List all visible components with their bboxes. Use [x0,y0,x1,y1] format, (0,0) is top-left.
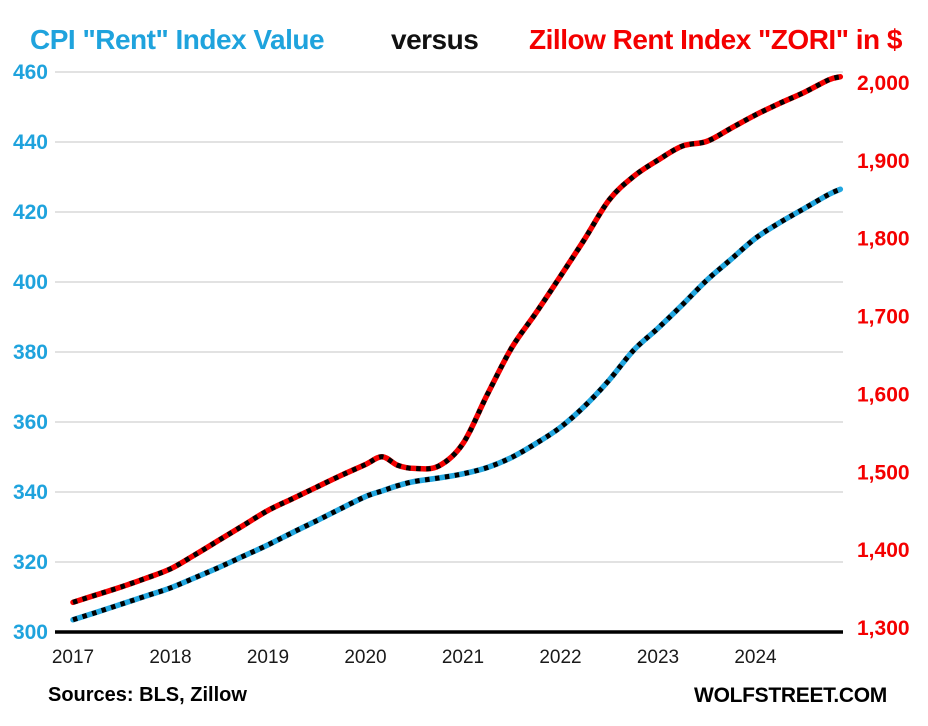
left-axis-tick-label: 380 [13,341,48,364]
left-axis-tick-label: 460 [13,61,48,84]
right-axis-tick-label: 1,800 [857,228,910,251]
left-axis-tick-label: 400 [13,271,48,294]
zori-line [70,74,844,606]
right-axis-tick-label: 1,400 [857,539,910,562]
right-axis-tick-label: 1,900 [857,150,910,173]
x-axis-year-label: 2024 [734,647,777,668]
cpi-rent-line-dashes [72,186,842,623]
left-axis-tick-label: 360 [13,411,48,434]
x-axis-year-label: 2019 [247,647,289,668]
right-axis-tick-label: 1,700 [857,306,910,329]
x-axis-year-label: 2022 [539,647,581,668]
cpi-rent-line [70,186,844,623]
right-axis-tick-label: 1,600 [857,383,910,406]
title-cpi-rent: CPI "Rent" Index Value [30,24,325,55]
plot-area: 460 440 420 400 380 360 340 320 300 2,000 1,900 1,8… [13,61,910,668]
zori-line-dashes [72,74,841,605]
left-axis-tick-label: 420 [13,201,48,224]
chart-title: CPI "Rent" Index Value versus Zillow Ren… [0,24,928,60]
x-axis-year-label: 2020 [344,647,386,668]
title-versus: versus [391,24,479,55]
right-axis-tick-label: 2,000 [857,72,910,95]
left-axis-tick-label: 440 [13,131,48,154]
x-axis-year-label: 2017 [52,647,94,668]
sources-label: Sources: BLS, Zillow [48,684,247,706]
x-axis-year-label: 2018 [149,647,191,668]
right-axis-tick-label: 1,500 [857,461,910,484]
left-axis-tick-label: 320 [13,551,48,574]
right-axis-tick-label: 1,300 [857,617,910,640]
title-zori: Zillow Rent Index "ZORI" in $ [529,24,902,55]
left-axis-tick-label: 340 [13,481,48,504]
wolfstreet-brand: WOLFSTREET.COM [694,684,887,707]
x-axis-year-label: 2021 [442,647,484,668]
left-axis-tick-label: 300 [13,621,48,644]
x-axis-year-label: 2023 [637,647,679,668]
chart-footer: Sources: BLS, Zillow WOLFSTREET.COM [0,684,928,710]
